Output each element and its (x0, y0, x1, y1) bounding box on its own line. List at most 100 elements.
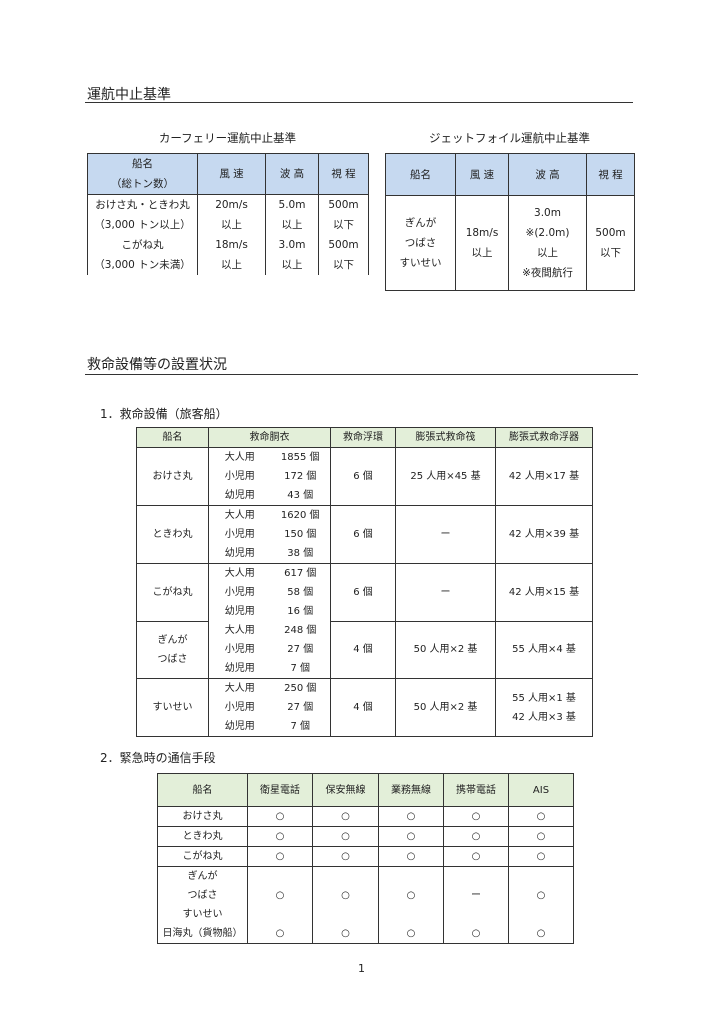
cell-text: ○ (471, 851, 481, 862)
cell-text: ○ (536, 831, 546, 842)
cell-text: 248 個 (284, 625, 317, 636)
header-cell: 携帯電話 (443, 773, 509, 807)
cell-text: こがね丸 (152, 586, 193, 598)
table-row: ぎんが つばさ 大人用 248 個 4 個 50 人用×2 基 55 人用×4 基 (136, 621, 593, 679)
cell-text: 以上 (221, 219, 242, 231)
table-row: ぎんが つばさ すいせい ○ ○ ○ ー ○ (157, 866, 574, 924)
comm-availability: ○ (247, 826, 313, 847)
comm-availability: ○ (508, 924, 574, 944)
cell-text: ○ (341, 890, 350, 901)
ship-name: ぎんが つばさ すいせい (157, 866, 248, 924)
comm-availability: ○ (508, 806, 574, 827)
header-row: 船名 風 速 波 高 視 程 (385, 153, 635, 196)
vest-count: 172 個 (270, 467, 331, 486)
cell-text: 幼児用 (224, 663, 255, 674)
vest-count: 27 個 (270, 640, 331, 659)
vest-count: 27 個 (270, 698, 331, 717)
table-row: おけさ丸・ときわ丸 （3,000 トン以上） 20m/s 以上 5.0m 以上 500m 以下 (87, 194, 369, 235)
wind-value: 18m/s 以上 (197, 235, 266, 275)
cell-text: 保安無線 (325, 784, 366, 796)
vest-size: 大人用 (208, 505, 271, 525)
vest-count: 617 個 (270, 563, 331, 583)
ship-name: ぎんが つばさ (136, 621, 209, 679)
buoyant-apparatus-value: 55 人用×1 基 42 人用×3 基 (495, 678, 593, 737)
comm-availability: ○ (312, 806, 379, 827)
cell-text: 大人用 (224, 452, 255, 463)
cell-text: すいせい (182, 909, 223, 920)
comm-availability: ○ (247, 924, 313, 944)
comm-availability: ○ (378, 806, 444, 827)
header-cell: 膨張式救命浮器 (495, 427, 593, 448)
cell-text: ○ (275, 851, 285, 862)
comm-availability: ○ (312, 826, 379, 847)
cell-text: つばさ (157, 653, 188, 665)
cell-text: 船名 (410, 168, 431, 181)
cell-text: ○ (275, 890, 285, 901)
cell-text: 42 人用×39 基 (508, 529, 580, 540)
cell-text: 日海丸（貨物船） (162, 928, 243, 939)
cell-text: 波 高 (279, 168, 305, 180)
divider (85, 374, 638, 375)
table-row: 小児用 150 個 (137, 525, 593, 544)
comm-availability: ○ (443, 826, 509, 847)
cell-text: 42 人用×17 基 (508, 471, 580, 482)
cell-text: 500m (328, 199, 359, 211)
vest-count: 58 個 (270, 583, 331, 602)
ferry-table-caption: カーフェリー運航中止基準 (158, 131, 297, 145)
cell-text: 27 個 (287, 702, 314, 713)
header-cell: 波 高 (508, 153, 587, 196)
wind-value: 18m/s 以上 (455, 195, 509, 291)
table-row: おけさ丸 ○ ○ ○ ○ ○ (157, 806, 574, 827)
comm-availability: ○ (312, 924, 379, 944)
table-row: こがね丸 （3,000 トン未満） 18m/s 以上 3.0m 以上 500m 以下 (87, 235, 369, 275)
ship-name: こがね丸 （3,000 トン未満） (87, 235, 198, 275)
cell-text: 500m (595, 227, 626, 239)
cell-text: 617 個 (284, 568, 317, 579)
cell-text: ○ (406, 890, 416, 901)
header-cell: 衛星電話 (247, 773, 313, 807)
header-cell: 膨張式救命筏 (395, 427, 496, 448)
cell-text: ○ (536, 851, 546, 862)
cell-text: 150 個 (284, 529, 317, 540)
emergency-comms-table: 船名 衛星電話 保安無線 業務無線 携帯電話 AIS おけさ丸 ○ ○ ○ ○ ○ ときわ丸 ○ ○ ○ ○ ○ こ… (157, 773, 574, 944)
cell-text: こがね丸 (121, 239, 164, 251)
vest-count: 1620 個 (270, 505, 331, 525)
vest-size: 幼児用 (208, 486, 271, 506)
cell-text: 7 個 (290, 721, 311, 732)
comm-availability: ○ (508, 866, 574, 924)
vis-value: 500m 以下 (318, 235, 369, 275)
cell-text: 18m/s (215, 239, 248, 251)
cell-text: ー (440, 529, 451, 540)
comm-availability: ○ (247, 806, 313, 827)
cell-text: 衛星電話 (260, 784, 300, 796)
cell-text: 38 個 (287, 548, 314, 559)
jetfoil-criteria-table: 船名 風 速 波 高 視 程ぎんが つばさ すいせい 18m/s 以上 3.0m ※(2.0m) 以… (385, 153, 635, 291)
comm-availability: ○ (508, 826, 574, 847)
vest-count: 43 個 (270, 486, 331, 506)
cell-text: ○ (341, 851, 350, 862)
comm-availability: ○ (247, 846, 313, 867)
table-row: ときわ丸 大人用 1620 個 6 個 ー 42 人用×39 基 (136, 505, 593, 564)
cell-text: ○ (406, 831, 416, 842)
cell-text: 42 人用×3 基 (512, 711, 576, 723)
ferry-criteria-table: 船名 （総トン数） 風 速 波 高 視 程おけさ丸・ときわ丸 （3,000 トン以上） 20… (87, 153, 369, 275)
cell-text: 膨張式救命浮器 (509, 432, 579, 443)
table-row: 幼児用 7 個 (137, 717, 593, 737)
buoyant-apparatus-value: 42 人用×15 基 (495, 563, 593, 622)
cell-text: 18m/s (465, 227, 499, 239)
ship-name: こがね丸 (136, 563, 209, 622)
cell-text: 幼児用 (224, 721, 255, 732)
cell-text: 5.0m (278, 199, 306, 211)
ship-name: すいせい (136, 678, 209, 737)
vest-size: 小児用 (208, 467, 271, 486)
comm-availability: ○ (508, 846, 574, 867)
table-row: こがね丸 ○ ○ ○ ○ ○ (157, 846, 574, 867)
cell-text: 幼児用 (224, 490, 255, 501)
cell-text: つばさ (187, 890, 218, 901)
cell-text: 波 高 (535, 168, 560, 181)
wind-value: 20m/s 以上 (197, 194, 266, 235)
table-row: ぎんが つばさ すいせい 18m/s 以上 3.0m ※(2.0m) 以上 ※夜間航行 500m 以… (385, 195, 635, 291)
header-cell: AIS (508, 773, 574, 807)
header-cell: 視 程 (586, 153, 635, 196)
